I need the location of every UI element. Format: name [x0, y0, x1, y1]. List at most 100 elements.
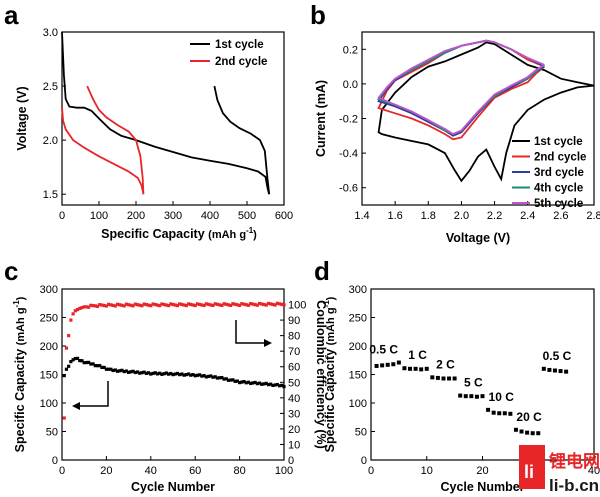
panel-c-efficiency-point — [146, 303, 151, 307]
panel-c-right-arrowhead — [264, 339, 272, 347]
panel-d-rate-point — [402, 366, 407, 371]
panel-c-capacity-point — [253, 380, 257, 385]
panel-d-y-tick-label: 200 — [349, 341, 367, 353]
panel-c-efficiency-point — [104, 304, 108, 308]
panel-c-efficiency-point — [280, 302, 284, 306]
panel-a-label: a — [4, 0, 19, 30]
panel-c-capacity-point — [93, 364, 97, 368]
panel-d-x-tick-label: 20 — [476, 465, 488, 477]
panel-c-efficiency-point — [124, 302, 128, 306]
panel-c-x-tick-label: 0 — [59, 465, 65, 477]
panel-c-capacity-point — [73, 356, 77, 361]
panel-c-efficiency-point — [180, 302, 184, 307]
panel-a-y-tick-label: 1.5 — [43, 189, 58, 201]
panel-c-efficiency-point — [242, 302, 246, 306]
panel-c-efficiency-point — [191, 303, 195, 307]
panel-c-y-right-tick-label: 0 — [288, 455, 294, 467]
panel-c-efficiency-point — [115, 302, 120, 306]
panel-c-efficiency-point — [249, 302, 253, 306]
panel-d-rate-point — [486, 407, 491, 412]
panel-b-x-tick-label: 1.6 — [387, 210, 402, 222]
panel-c-efficiency-point — [122, 304, 126, 308]
panel-c-efficiency-point — [151, 302, 155, 306]
panel-c-capacity-point — [122, 369, 126, 374]
panel-c-efficiency-point — [140, 304, 144, 308]
panel-c-capacity-point — [115, 369, 120, 373]
panel-c-efficiency-point — [273, 303, 277, 307]
panel-d-rate-point — [458, 393, 463, 398]
panel-d-rate-point — [491, 410, 496, 415]
panel-c-efficiency-point — [158, 304, 162, 308]
panel-c-label: c — [4, 256, 18, 286]
panel-c-y-right-tick-label: 50 — [288, 377, 300, 389]
panel-d-rate-label: 0.5 C — [543, 349, 572, 363]
panel-c-capacity-point — [231, 378, 235, 382]
panel-c-efficiency-point — [69, 318, 73, 322]
panel-c-capacity-point — [246, 380, 251, 384]
panel-c-efficiency-point — [215, 302, 219, 306]
panel-c-capacity-point — [178, 373, 182, 377]
panel-a: 0 100 200 300 400 500 600 1.5 2.0 2.5 3.0 1st cycle… — [15, 27, 293, 241]
panel-d-rate-point — [447, 376, 452, 381]
panel-c-capacity-point — [127, 370, 131, 374]
panel-b-y-tick-label: 0.2 — [343, 44, 358, 56]
panel-b-legend-label: 5th cycle — [534, 198, 583, 210]
panel-c-efficiency-point — [80, 306, 84, 310]
panel-c-capacity-point — [195, 373, 200, 377]
panel-c-y-right-tick-label: 30 — [288, 408, 300, 420]
panel-c-x-axis-label: Cycle Number — [131, 480, 215, 494]
panel-c-capacity-point — [100, 365, 104, 370]
panel-d-rate-point — [441, 376, 446, 381]
panel-c-capacity-point — [200, 374, 204, 378]
panel-c-capacity-point — [155, 372, 160, 376]
panel-c-efficiency-point — [175, 303, 180, 308]
panel-c-capacity-point — [211, 375, 215, 379]
panel-d-rate-point — [497, 411, 502, 416]
panel-c-y-right-tick-label: 60 — [288, 362, 300, 374]
panel-c-efficiency-point — [186, 302, 191, 306]
panel-b-x-tick-label: 2.0 — [454, 210, 469, 222]
panel-d-y-tick-label: 300 — [349, 284, 367, 296]
panel-c-efficiency-point — [113, 304, 117, 308]
panel-c-efficiency-point — [220, 303, 224, 308]
panel-d-rate-point — [413, 366, 418, 371]
panel-b-x-axis-label: Voltage (V) — [446, 231, 510, 245]
panel-c-efficiency-point — [93, 304, 97, 308]
panel-a-y-tick-label: 2.0 — [43, 135, 58, 147]
panel-d-x-tick-label: 0 — [368, 465, 374, 477]
panel-d-rate-point — [408, 366, 413, 371]
panel-b: 1.4 1.6 1.8 2.0 2.2 2.4 2.6 2.8 -0.6 -0.4 -0.2 0.0 0… — [314, 31, 600, 245]
panel-c-efficiency-point — [184, 303, 188, 308]
panel-a-legend-label: 1st cycle — [215, 39, 264, 51]
panel-c-capacity-point — [133, 370, 137, 375]
panel-c-y-left-tick-label: 100 — [40, 398, 58, 410]
panel-c-capacity-point — [226, 378, 231, 382]
panel-c-capacity-point — [198, 373, 202, 377]
panel-b-y-tick-label: -0.6 — [339, 183, 358, 195]
panel-c-capacity-point — [193, 374, 197, 378]
panel-d-rate-point — [480, 394, 485, 399]
panel-c-efficiency-point — [138, 303, 142, 307]
panel-a-series-2-line — [86, 85, 145, 195]
panel-c-efficiency-point — [202, 303, 206, 308]
panel-a-x-tick-label: 300 — [164, 210, 182, 222]
panel-c-capacity-point — [249, 381, 253, 386]
panel-d-rate-point — [530, 431, 535, 436]
panel-d-rate-point — [552, 368, 557, 373]
panel-b-x-tick-label: 1.8 — [421, 210, 436, 222]
panel-c-efficiency-point — [275, 301, 279, 305]
panel-c-capacity-point — [242, 379, 246, 384]
panel-c-efficiency-point — [71, 312, 75, 316]
panel-c-efficiency-point — [266, 301, 271, 306]
panel-c-efficiency-point — [224, 302, 228, 306]
panel-c-capacity-point — [277, 384, 282, 388]
panel-c-capacity-point — [84, 360, 89, 365]
panel-d-rate-label: 0.5 C — [369, 343, 398, 357]
panel-c-capacity-point — [138, 371, 142, 375]
panel-b-legend-label: 4th cycle — [534, 183, 583, 195]
panel-a-y-axis-label: Voltage (V) — [15, 86, 29, 150]
panel-c-capacity-point — [98, 364, 102, 368]
panel-c-y-left-tick-label: 200 — [40, 341, 58, 353]
panel-d-label: d — [314, 256, 330, 286]
panel-c-efficiency-point — [118, 303, 122, 307]
